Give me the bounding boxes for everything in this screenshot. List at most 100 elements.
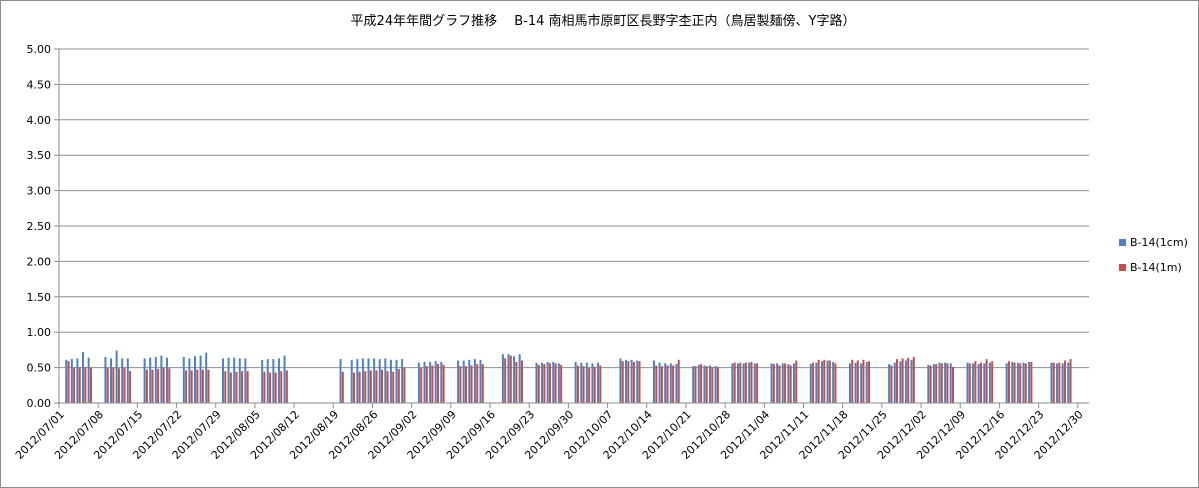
bar — [985, 359, 988, 403]
bar — [479, 359, 482, 403]
bar — [664, 363, 667, 403]
bar — [979, 362, 982, 403]
bar — [194, 356, 196, 403]
bar — [283, 355, 286, 403]
bar — [401, 359, 404, 403]
y-tick-label: 4.50 — [27, 78, 52, 91]
bar — [1011, 361, 1014, 403]
bar — [361, 358, 364, 403]
bar — [392, 371, 395, 403]
bar — [548, 363, 551, 403]
bar — [244, 358, 247, 403]
bar — [675, 364, 678, 403]
bar — [1063, 360, 1066, 403]
axes — [58, 49, 1089, 404]
bar — [896, 359, 899, 403]
y-tick-label: 0.50 — [27, 362, 52, 375]
bar — [168, 368, 171, 403]
bar — [541, 362, 544, 403]
legend: B-14(1cm) B-14(1m) — [1119, 236, 1188, 274]
y-tick-label: 3.00 — [27, 185, 52, 198]
bar — [655, 365, 658, 403]
bar — [504, 358, 507, 403]
bar — [185, 370, 188, 403]
bar — [705, 366, 708, 403]
bar — [221, 358, 224, 403]
bar — [669, 363, 672, 403]
bar — [576, 365, 579, 403]
bar — [597, 362, 600, 403]
bar — [966, 362, 969, 403]
bar — [381, 369, 384, 403]
bar — [753, 363, 756, 403]
bar — [386, 371, 389, 403]
bar — [890, 365, 893, 403]
bar — [67, 361, 70, 403]
bar — [464, 366, 467, 403]
bar — [856, 360, 859, 403]
bar — [815, 362, 818, 403]
bar — [199, 355, 202, 403]
bar — [938, 362, 941, 403]
bar — [851, 359, 854, 403]
y-tick-label: 2.00 — [27, 255, 52, 268]
bar — [397, 369, 400, 403]
bar — [1069, 359, 1072, 403]
bar — [395, 359, 398, 403]
bar — [106, 367, 109, 403]
bar — [440, 361, 443, 403]
bar — [462, 360, 465, 403]
bar — [625, 359, 628, 403]
bar — [364, 371, 367, 403]
bar — [341, 371, 344, 403]
bar — [442, 364, 445, 403]
legend-swatch — [1119, 239, 1126, 246]
bar — [182, 356, 185, 403]
bar — [123, 367, 126, 403]
bar — [865, 361, 868, 403]
bar — [599, 365, 602, 403]
bar — [809, 364, 812, 403]
bar — [731, 363, 734, 403]
bar — [501, 354, 504, 403]
bar — [739, 362, 742, 403]
bar — [1022, 362, 1025, 403]
bar — [1005, 363, 1008, 403]
bar — [888, 364, 891, 403]
bar — [238, 358, 241, 403]
bar — [974, 361, 977, 403]
bar — [742, 363, 745, 403]
bar — [781, 363, 784, 403]
bar — [772, 364, 775, 403]
bar — [423, 361, 426, 403]
bar — [940, 363, 943, 403]
bar — [403, 367, 406, 403]
legend-label: B-14(1cm) — [1130, 236, 1188, 249]
bar — [588, 367, 591, 403]
bar — [795, 360, 798, 403]
bar — [736, 363, 739, 403]
bar — [459, 366, 462, 403]
bar — [537, 364, 540, 403]
bar — [677, 359, 680, 403]
bar — [1061, 363, 1064, 403]
bar — [694, 366, 697, 403]
bar — [709, 365, 711, 403]
bar — [619, 358, 622, 403]
bar — [160, 355, 163, 403]
bar — [700, 364, 703, 403]
bar — [977, 364, 980, 403]
bar — [893, 362, 896, 403]
bar — [929, 365, 932, 403]
bar — [190, 370, 193, 403]
bar — [356, 359, 359, 403]
bar — [115, 350, 118, 403]
bar — [927, 364, 930, 403]
bar — [820, 361, 823, 403]
bar — [546, 361, 549, 403]
bar — [375, 370, 378, 403]
bar — [520, 360, 523, 403]
bar — [828, 360, 831, 403]
bar — [84, 366, 87, 403]
